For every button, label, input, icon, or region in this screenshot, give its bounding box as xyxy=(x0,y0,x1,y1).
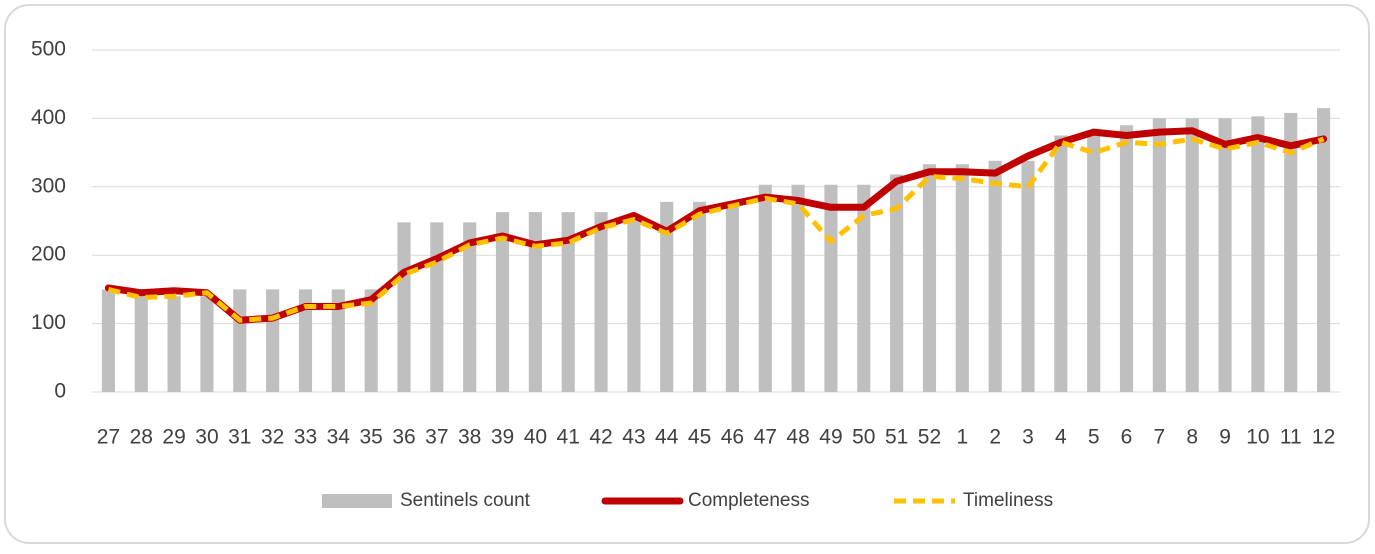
x-tick-label: 50 xyxy=(852,426,875,449)
bar xyxy=(397,222,411,392)
bar xyxy=(1251,116,1265,393)
x-tick-label: 48 xyxy=(786,426,809,449)
bar xyxy=(1317,108,1331,392)
line xyxy=(107,136,1325,323)
bar xyxy=(988,160,1002,392)
x-tick-label: 2 xyxy=(989,426,1001,449)
bar xyxy=(1021,160,1035,392)
bar xyxy=(1087,135,1101,392)
bar xyxy=(1284,112,1298,392)
bar xyxy=(200,296,214,392)
x-tick-label: 41 xyxy=(557,426,580,449)
x-tick-label: 5 xyxy=(1088,426,1100,449)
x-tick-label: 39 xyxy=(491,426,514,449)
x-tick-label: 38 xyxy=(458,426,481,449)
x-tick-label: 32 xyxy=(261,426,284,449)
bar xyxy=(167,296,181,392)
y-tick-label: 500 xyxy=(31,38,66,61)
y-tick-label: 300 xyxy=(31,174,66,197)
bar xyxy=(758,184,772,392)
x-tick-label: 40 xyxy=(524,426,547,449)
bar xyxy=(660,201,674,392)
x-tick-label: 45 xyxy=(688,426,711,449)
legend-label: Sentinels count xyxy=(400,490,531,511)
bar xyxy=(1185,118,1199,393)
bar xyxy=(627,217,641,392)
x-tick-label: 10 xyxy=(1246,426,1269,449)
x-tick-label: 6 xyxy=(1121,426,1133,449)
bar xyxy=(955,164,969,392)
bar xyxy=(1152,118,1166,393)
x-tick-label: 46 xyxy=(721,426,744,449)
bar xyxy=(1119,125,1134,393)
x-tick-label: 29 xyxy=(162,426,185,449)
y-tick-label: 200 xyxy=(31,243,66,266)
bar xyxy=(561,212,575,392)
x-tick-label: 7 xyxy=(1154,426,1166,449)
x-tick-label: 3 xyxy=(1022,426,1034,449)
x-tick-label: 36 xyxy=(392,426,415,449)
x-tick-label: 51 xyxy=(885,426,908,449)
y-tick-label: 400 xyxy=(31,106,66,129)
x-tick-label: 8 xyxy=(1186,426,1198,449)
bar xyxy=(594,212,608,392)
legend-label: Completeness xyxy=(688,490,809,511)
x-tick-label: 4 xyxy=(1055,426,1067,449)
legend-swatch xyxy=(322,494,392,508)
x-tick-label: 28 xyxy=(130,426,153,449)
bar xyxy=(233,289,247,392)
x-tick-label: 47 xyxy=(754,426,777,449)
bar xyxy=(331,289,345,392)
bar xyxy=(430,222,444,392)
bar xyxy=(364,289,378,392)
bar xyxy=(101,289,115,392)
bar xyxy=(1054,135,1068,392)
chart-frame xyxy=(4,4,1370,544)
x-tick-label: 43 xyxy=(622,426,645,449)
x-tick-label: 11 xyxy=(1280,426,1302,449)
y-tick-label: 0 xyxy=(54,380,66,403)
x-tick-label: 1 xyxy=(956,426,968,449)
bar xyxy=(824,184,838,392)
x-tick-label: 9 xyxy=(1219,426,1231,449)
x-tick-label: 31 xyxy=(228,426,251,449)
y-tick-label: 100 xyxy=(31,311,66,334)
bar xyxy=(134,296,148,392)
bar xyxy=(725,207,739,392)
bar xyxy=(298,289,313,392)
bar xyxy=(922,164,937,392)
legend-label: Timeliness xyxy=(963,490,1053,511)
x-tick-label: 27 xyxy=(97,426,120,449)
bar xyxy=(528,212,542,392)
bar xyxy=(266,289,280,392)
x-tick-label: 30 xyxy=(195,426,218,449)
x-tick-label: 49 xyxy=(819,426,842,449)
bar xyxy=(693,201,707,392)
bar xyxy=(791,184,805,392)
bar xyxy=(463,222,477,392)
bar xyxy=(890,174,904,392)
x-tick-label: 42 xyxy=(589,426,612,449)
x-tick-label: 33 xyxy=(294,426,317,449)
x-tick-label: 35 xyxy=(359,426,382,449)
bar xyxy=(857,184,871,392)
x-tick-label: 12 xyxy=(1312,426,1335,449)
x-tick-label: 34 xyxy=(327,426,351,449)
bar xyxy=(495,212,510,392)
x-tick-label: 37 xyxy=(425,426,448,449)
bar xyxy=(1218,118,1232,393)
x-tick-label: 52 xyxy=(918,426,941,449)
x-tick-label: 44 xyxy=(655,426,679,449)
